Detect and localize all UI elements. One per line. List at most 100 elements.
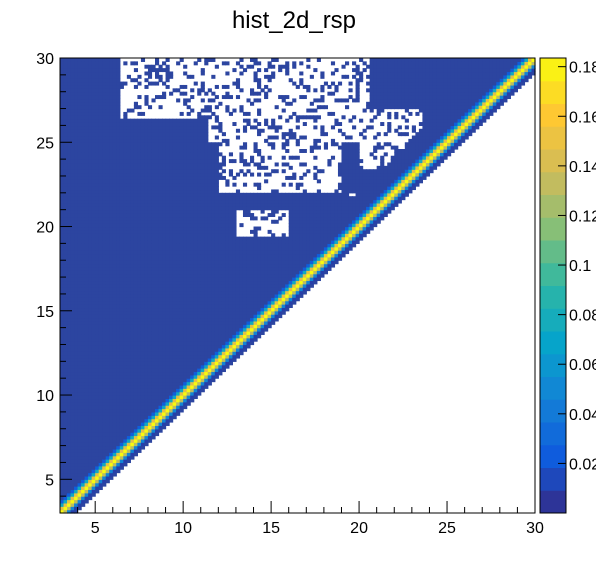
heatmap-cell <box>60 496 65 501</box>
heatmap-cell <box>162 401 167 406</box>
heatmap-cell <box>84 465 89 470</box>
heatmap-cell <box>197 209 202 214</box>
heatmap-cell <box>84 229 89 234</box>
heatmap-cell <box>98 152 103 157</box>
heatmap-cell <box>176 132 181 137</box>
heatmap-cell <box>151 384 156 389</box>
heatmap-cell <box>81 401 86 406</box>
heatmap-cell <box>102 149 107 153</box>
heatmap-cell <box>137 448 142 453</box>
heatmap-cell <box>151 196 156 201</box>
heatmap-cell <box>81 58 86 62</box>
heatmap-cell <box>126 192 131 197</box>
heatmap-cell <box>200 270 205 275</box>
heatmap-cell <box>200 84 205 89</box>
heatmap-cell <box>109 266 114 271</box>
heatmap-cell <box>130 122 135 127</box>
heatmap-cell <box>123 341 128 346</box>
heatmap-cell <box>162 243 167 248</box>
heatmap-cell <box>207 378 212 383</box>
heatmap-cell <box>91 64 96 69</box>
heatmap-cell <box>60 105 65 110</box>
heatmap-cell <box>88 78 93 83</box>
heatmap-cell <box>130 327 135 332</box>
heatmap-cell <box>84 253 89 258</box>
heatmap-cell <box>147 381 153 386</box>
heatmap-cell <box>140 111 146 116</box>
heatmap-cell <box>88 405 93 410</box>
heatmap-cell <box>179 58 184 62</box>
heatmap-cell <box>158 122 163 127</box>
heatmap-cell <box>123 196 128 201</box>
heatmap-cell <box>74 384 79 389</box>
heatmap-cell <box>67 401 72 406</box>
heatmap-cell <box>81 209 86 214</box>
heatmap-cell <box>179 351 184 356</box>
heatmap-cell <box>105 61 110 66</box>
heatmap-cell <box>84 240 89 244</box>
heatmap-cell <box>102 236 107 241</box>
heatmap-cell <box>98 226 103 231</box>
heatmap-cell <box>112 149 117 153</box>
heatmap-cell <box>74 277 79 282</box>
heatmap-cell <box>133 172 139 177</box>
heatmap-cell <box>105 263 110 268</box>
heatmap-cell <box>165 145 170 150</box>
heatmap-cell <box>162 162 167 167</box>
heatmap-cell <box>207 88 212 93</box>
heatmap-cell <box>84 411 89 416</box>
heatmap-cell <box>81 432 86 437</box>
heatmap-cell <box>165 357 170 362</box>
heatmap-cell <box>88 253 93 258</box>
heatmap-cell <box>165 263 170 268</box>
heatmap-cell <box>211 145 216 150</box>
heatmap-cell <box>102 357 107 362</box>
heatmap-cell <box>144 219 149 224</box>
heatmap-cell <box>133 260 139 265</box>
heatmap-cell <box>204 209 209 214</box>
heatmap-cell <box>133 438 139 443</box>
heatmap-cell <box>77 84 82 89</box>
heatmap-cell <box>197 381 202 386</box>
heatmap-cell <box>102 442 107 447</box>
heatmap-cell <box>214 240 219 244</box>
heatmap-cell <box>95 68 100 73</box>
heatmap-cell <box>77 371 82 376</box>
heatmap-cell <box>169 155 174 160</box>
heatmap-cell <box>155 388 160 393</box>
heatmap-cell <box>183 159 188 164</box>
heatmap-cell <box>133 368 139 373</box>
heatmap-cell <box>102 287 107 292</box>
heatmap-cell <box>102 165 107 170</box>
heatmap-cell <box>172 277 177 282</box>
heatmap-cell <box>67 189 72 194</box>
heatmap-cell <box>109 445 114 450</box>
heatmap-cell <box>137 408 142 413</box>
heatmap-cell <box>158 314 163 319</box>
heatmap-cell <box>155 68 160 73</box>
heatmap-cell <box>155 344 160 349</box>
heatmap-cell <box>67 91 72 96</box>
heatmap-cell <box>162 175 167 180</box>
heatmap-cell <box>190 347 195 352</box>
heatmap-cell <box>60 418 65 423</box>
heatmap-cell <box>119 462 124 467</box>
heatmap-cell <box>70 260 75 265</box>
heatmap-cell <box>133 378 139 383</box>
heatmap-cell <box>119 344 124 349</box>
heatmap-cell <box>204 229 209 234</box>
heatmap-cell <box>183 118 188 123</box>
heatmap-cell <box>165 165 170 170</box>
heatmap-cell <box>165 418 170 423</box>
heatmap-cell <box>193 138 198 143</box>
heatmap-cell <box>112 246 117 251</box>
heatmap-cell <box>74 111 79 116</box>
heatmap-cell <box>147 118 153 123</box>
heatmap-cell <box>116 297 121 302</box>
heatmap-cell <box>211 307 216 312</box>
heatmap-cell <box>91 145 96 150</box>
heatmap-cell <box>147 125 153 130</box>
heatmap-cell <box>211 125 216 130</box>
heatmap-cell <box>211 290 216 295</box>
heatmap-cell <box>190 307 195 312</box>
